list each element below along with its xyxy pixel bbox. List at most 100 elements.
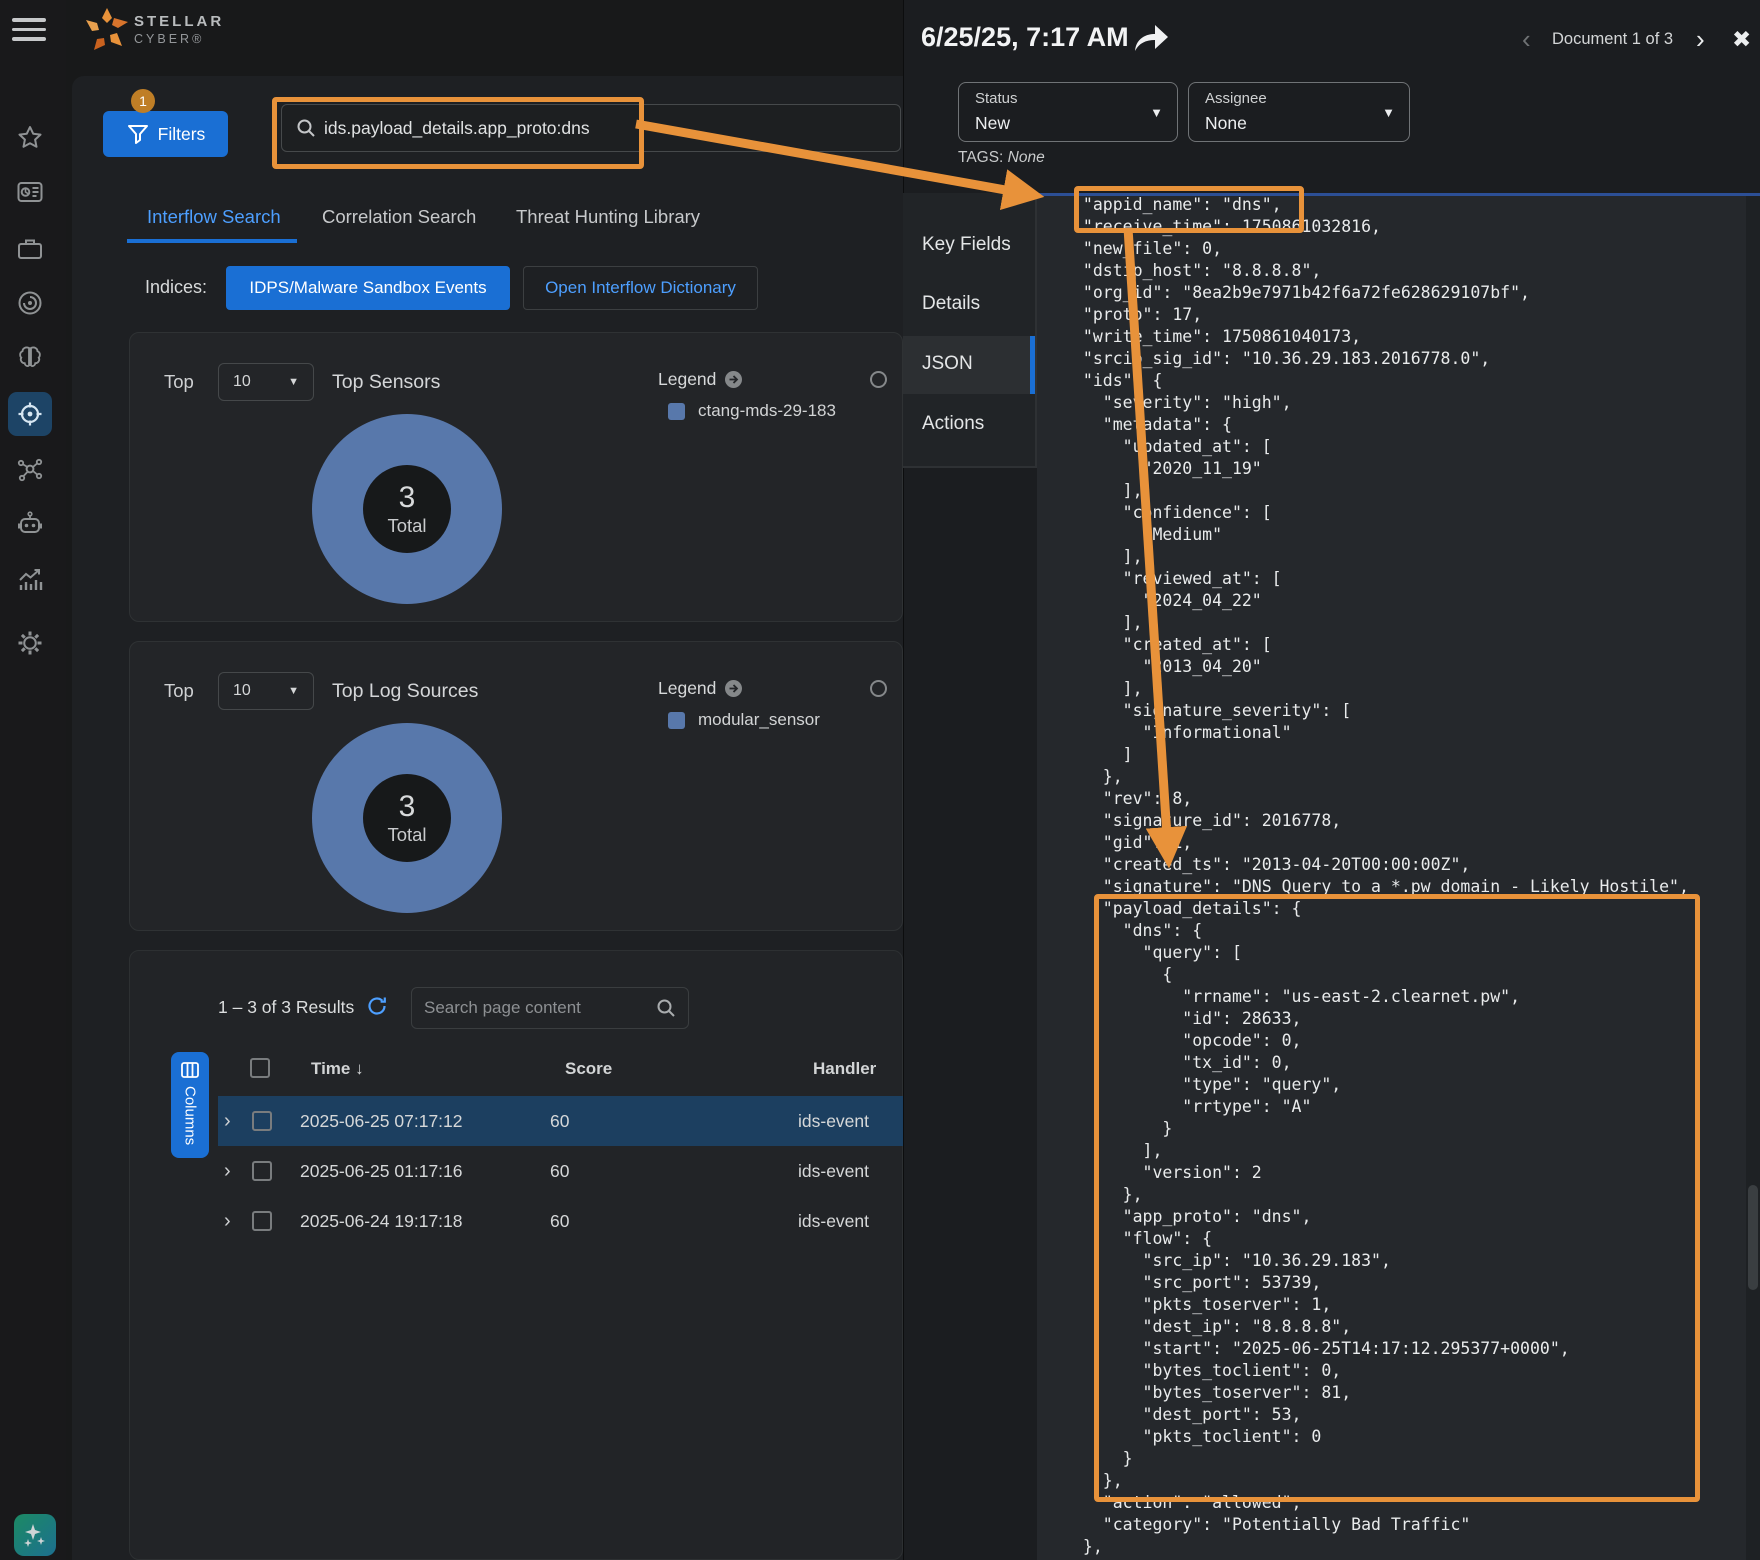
legend-header[interactable]: Legend	[658, 678, 743, 699]
chevron-down-icon: ▼	[1382, 105, 1395, 120]
gauge-icon[interactable]	[16, 289, 44, 317]
table-row[interactable]: › 2025-06-24 19:17:18 60 ids-event	[218, 1196, 903, 1246]
sidebar	[0, 0, 66, 1560]
tab-correlation-search[interactable]: Correlation Search	[322, 206, 477, 227]
dashboard-icon[interactable]	[16, 178, 44, 206]
donut-total-label: Total	[387, 515, 427, 536]
document-pagination-label: Document 1 of 3	[1552, 30, 1674, 48]
status-label: Status	[975, 90, 1018, 107]
legend-swatch	[668, 403, 685, 420]
close-icon[interactable]: ✖	[1732, 26, 1752, 52]
legend-swatch	[668, 712, 685, 729]
ai-assistant-button[interactable]	[14, 1514, 56, 1556]
row-checkbox[interactable]	[252, 1111, 272, 1131]
row-expand-chevron[interactable]: ›	[224, 1209, 231, 1232]
row-expand-chevron[interactable]: ›	[224, 1159, 231, 1182]
legend-radio[interactable]	[870, 371, 887, 388]
select-all-checkbox[interactable]	[250, 1058, 270, 1078]
briefcase-icon[interactable]	[16, 235, 44, 263]
top-n-value: 10	[233, 373, 251, 390]
top-n-dropdown[interactable]: 10 ▼	[218, 672, 314, 710]
refresh-icon[interactable]	[366, 995, 388, 1017]
network-icon[interactable]	[16, 456, 44, 484]
row-checkbox[interactable]	[252, 1211, 272, 1231]
top-n-dropdown[interactable]: 10 ▼	[218, 363, 314, 401]
idps-malware-sandbox-events-button[interactable]: IDPS/Malware Sandbox Events	[226, 266, 510, 310]
menu-icon[interactable]	[12, 18, 46, 47]
legend-header[interactable]: Legend	[658, 369, 743, 390]
top-sensors-card: Top 10 ▼ Top Sensors Legend ctang-mds-29…	[129, 332, 903, 622]
cell-handler: ids-event	[798, 1110, 870, 1131]
cell-score: 60	[550, 1210, 570, 1231]
json-content: "appid_name": "dns", "receive_time": 175…	[1082, 195, 1689, 1556]
sparkles-icon	[24, 1524, 45, 1547]
cell-time: 2025-06-24 19:17:18	[300, 1210, 463, 1231]
chart-icon[interactable]	[16, 566, 44, 594]
legend-item-label: ctang-mds-29-183	[698, 401, 836, 420]
columns-button[interactable]: Columns	[171, 1052, 209, 1158]
gear-icon[interactable]	[16, 629, 44, 657]
active-detail-tab-bar	[1030, 336, 1036, 394]
table-columns-icon	[181, 1062, 199, 1078]
top-log-sources-donut: 3 Total	[312, 723, 502, 913]
assignee-dropdown[interactable]: Assignee None ▼	[1188, 82, 1410, 142]
tab-actions[interactable]: Actions	[922, 413, 985, 434]
donut-total-label: Total	[387, 824, 427, 845]
table-row[interactable]: › 2025-06-25 01:17:16 60 ids-event	[218, 1146, 903, 1196]
share-icon[interactable]	[1130, 18, 1172, 56]
tab-key-fields[interactable]: Key Fields	[922, 234, 1011, 255]
search-input[interactable]: ids.payload_details.app_proto:dns	[281, 104, 901, 152]
brand-text: STELLAR CYBER®	[134, 13, 224, 47]
donut-total: 3	[398, 790, 416, 823]
row-expand-chevron[interactable]: ›	[224, 1109, 231, 1132]
tags-line: TAGS: None	[958, 149, 1045, 167]
json-pane-top-border	[1037, 193, 1760, 196]
top-n-value: 10	[233, 682, 251, 699]
chart-title: Top Sensors	[332, 371, 441, 393]
tab-interflow-search[interactable]: Interflow Search	[147, 206, 281, 227]
tab-threat-hunting-library[interactable]: Threat Hunting Library	[516, 206, 701, 227]
target-icon[interactable]	[16, 400, 44, 428]
cell-handler: ids-event	[798, 1210, 870, 1231]
cell-time: 2025-06-25 07:17:12	[300, 1110, 463, 1131]
rail-separator-bottom	[903, 466, 1035, 468]
cell-handler: ids-event	[798, 1160, 870, 1181]
column-header-score[interactable]: Score	[565, 1059, 613, 1078]
scrollbar-track	[1746, 196, 1760, 1560]
table-row[interactable]: › 2025-06-25 07:17:12 60 ids-event	[218, 1096, 903, 1146]
legend-arrow-icon	[725, 371, 743, 388]
cell-score: 60	[550, 1110, 570, 1131]
top-log-sources-card: Top 10 ▼ Top Log Sources Legend modular_…	[129, 641, 903, 931]
column-header-time[interactable]: Time ↓	[311, 1059, 364, 1078]
star-icon[interactable]	[16, 124, 44, 152]
page-content-search-input[interactable]: Search page content	[411, 987, 689, 1029]
filters-button[interactable]: Filters	[103, 111, 228, 157]
open-interflow-dictionary-button[interactable]: Open Interflow Dictionary	[523, 266, 758, 310]
brain-icon[interactable]	[16, 344, 44, 372]
next-document-chevron[interactable]: ›	[1696, 24, 1705, 54]
tab-json[interactable]: JSON	[922, 353, 973, 374]
indices-label: Indices:	[145, 277, 208, 297]
donut-total: 3	[398, 481, 416, 514]
previous-document-chevron[interactable]: ‹	[1522, 24, 1531, 54]
row-checkbox[interactable]	[252, 1161, 272, 1181]
active-tab-underline	[127, 239, 297, 243]
stellar-cyber-logo	[86, 8, 128, 50]
top-label: Top	[164, 371, 194, 392]
chevron-down-icon: ▼	[288, 685, 299, 697]
assignee-value: None	[1205, 113, 1247, 133]
legend-arrow-icon	[725, 680, 743, 697]
columns-label: Columns	[181, 1086, 199, 1146]
tags-value: None	[1007, 149, 1045, 166]
scrollbar-thumb[interactable]	[1748, 1185, 1758, 1290]
results-summary: 1 – 3 of 3 Results	[218, 997, 355, 1017]
status-dropdown[interactable]: Status New ▼	[958, 82, 1178, 142]
robot-icon[interactable]	[16, 510, 44, 538]
tab-details[interactable]: Details	[922, 293, 981, 314]
legend-label: Legend	[658, 369, 717, 389]
column-header-handler[interactable]: Handler	[813, 1059, 877, 1078]
legend-radio[interactable]	[870, 680, 887, 697]
active-detail-tab-bg	[903, 336, 1035, 394]
rail-separator	[1035, 193, 1037, 468]
search-icon	[297, 119, 315, 137]
